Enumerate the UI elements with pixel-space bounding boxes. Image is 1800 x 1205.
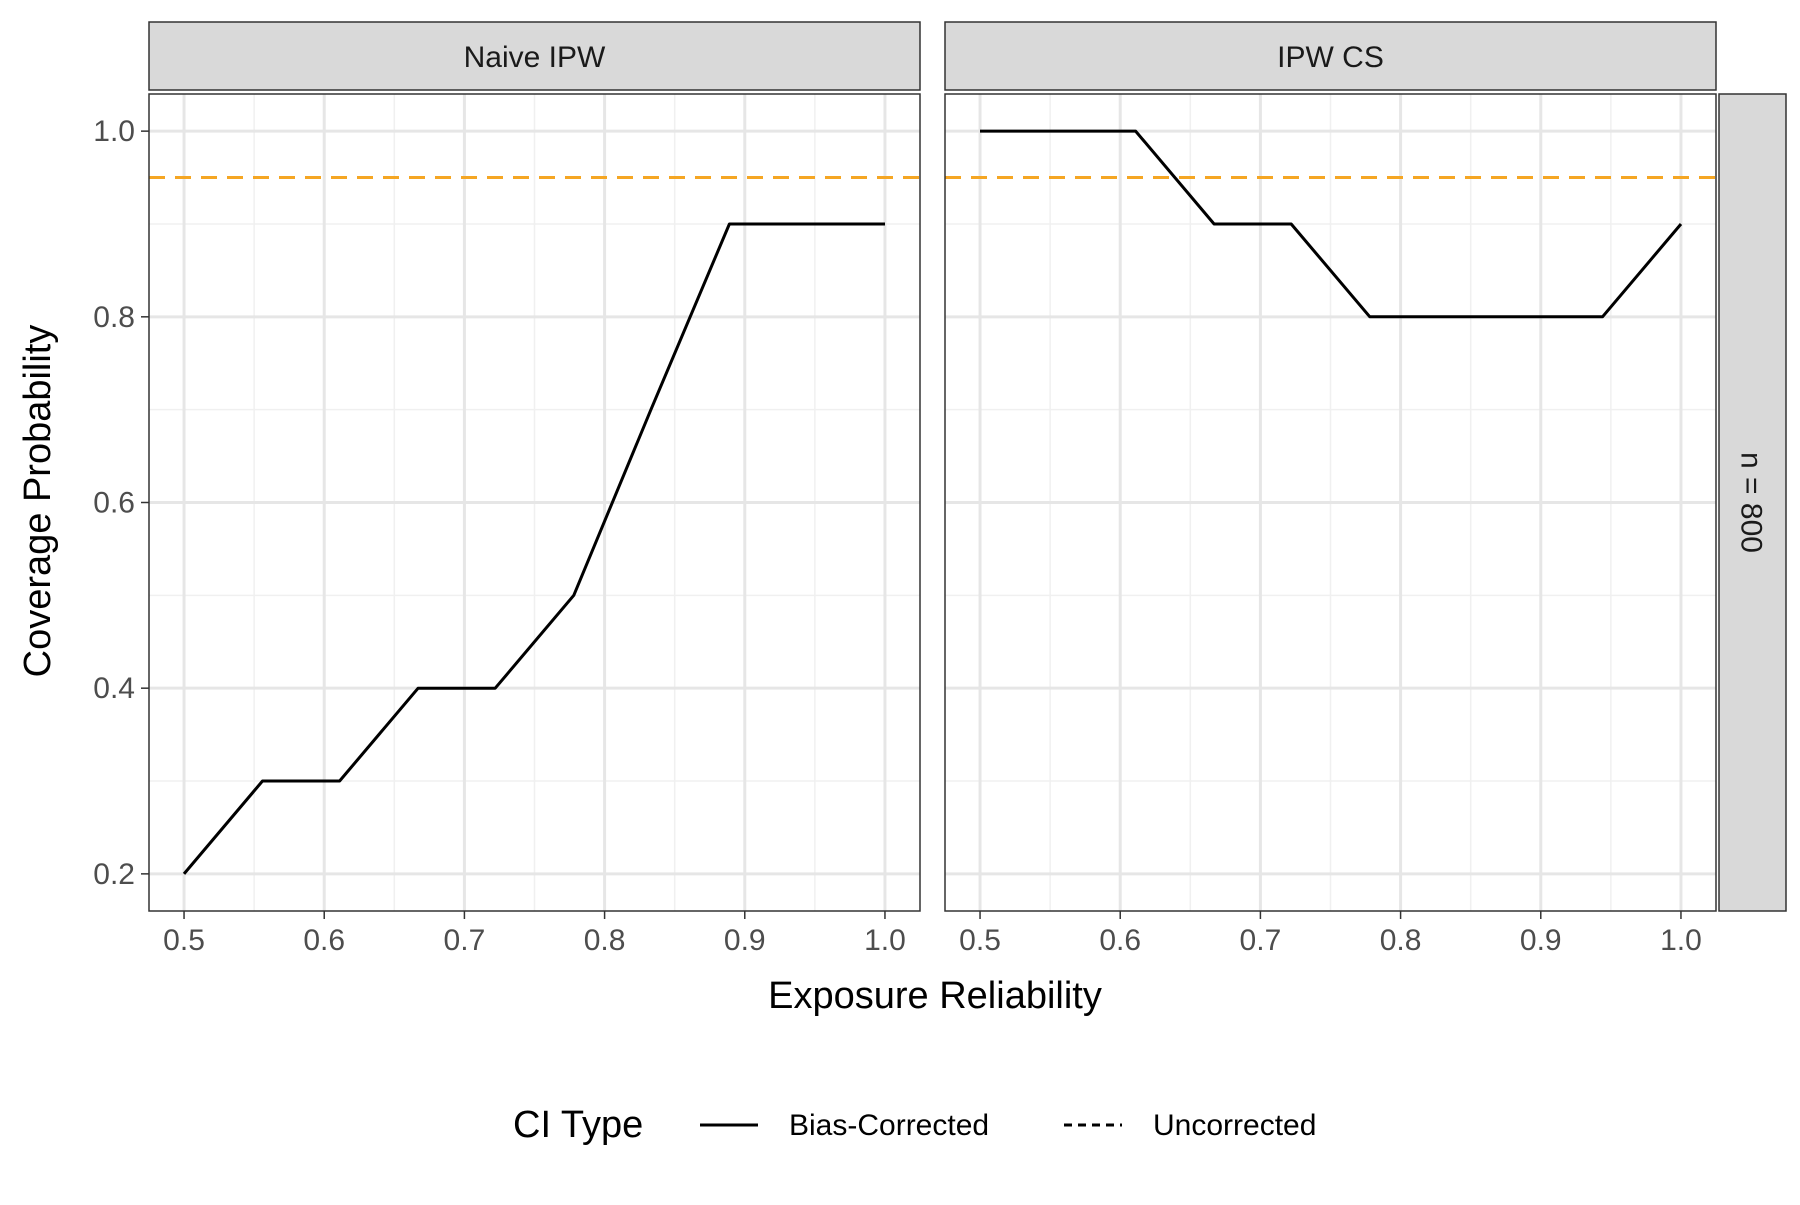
- x-tick-label: 0.7: [444, 924, 486, 957]
- panel-strip: [148, 21, 921, 91]
- y-tick-label: 0.6: [93, 487, 135, 520]
- row-strip-label: n = 800: [1735, 452, 1768, 553]
- panels: Naive IPW 0.5 0.6 0.7 0.8 0.9 1.0 0.2 0.4 0.6 0.8 1…: [93, 21, 1787, 957]
- y-axis-title: Coverage Probability: [17, 325, 59, 678]
- panel-strip-label: Naive IPW: [464, 41, 606, 74]
- legend-title: CI Type: [513, 1104, 643, 1146]
- series-line-bias-corrected: [182, 222, 885, 875]
- x-axis-title: Exposure Reliability: [768, 975, 1102, 1017]
- panel-1: Naive IPW 0.5 0.6 0.7 0.8 0.9 1.0 0.2 0.4 0.6 0.8 1…: [93, 21, 921, 957]
- x-tick-label: 1.0: [1660, 924, 1702, 957]
- x-tick-label: 0.5: [959, 924, 1001, 957]
- x-tick-label: 0.7: [1240, 924, 1282, 957]
- y-tick-label: 0.4: [93, 672, 135, 705]
- row-strip: n = 800: [1718, 93, 1787, 912]
- legend: CI Type Bias-Corrected Uncorrected: [513, 1104, 1316, 1146]
- series-line-bias-corrected: [980, 129, 1683, 319]
- x-tick-label: 0.8: [1380, 924, 1422, 957]
- panel-border: [944, 93, 1717, 912]
- x-tick-label: 0.6: [1099, 924, 1141, 957]
- y-tick-label: 0.2: [93, 858, 135, 891]
- x-tick-label: 0.5: [163, 924, 205, 957]
- x-tick-label: 0.6: [303, 924, 345, 957]
- panel-2: IPW CS 0.5 0.6 0.7 0.8 0.9 1.0: [944, 21, 1717, 957]
- x-tick-label: 0.9: [724, 924, 766, 957]
- legend-label-uncorrected: Uncorrected: [1153, 1109, 1316, 1142]
- x-tick-label: 0.8: [584, 924, 626, 957]
- x-tick-label: 1.0: [864, 924, 906, 957]
- panel-strip: [944, 21, 1717, 91]
- x-tick-label: 0.9: [1520, 924, 1562, 957]
- row-strip-box: [1718, 93, 1787, 912]
- legend-label-bias-corrected: Bias-Corrected: [789, 1109, 989, 1142]
- y-tick-label: 1.0: [93, 115, 135, 148]
- y-tick-label: 0.8: [93, 301, 135, 334]
- panel-strip-label: IPW CS: [1277, 41, 1384, 74]
